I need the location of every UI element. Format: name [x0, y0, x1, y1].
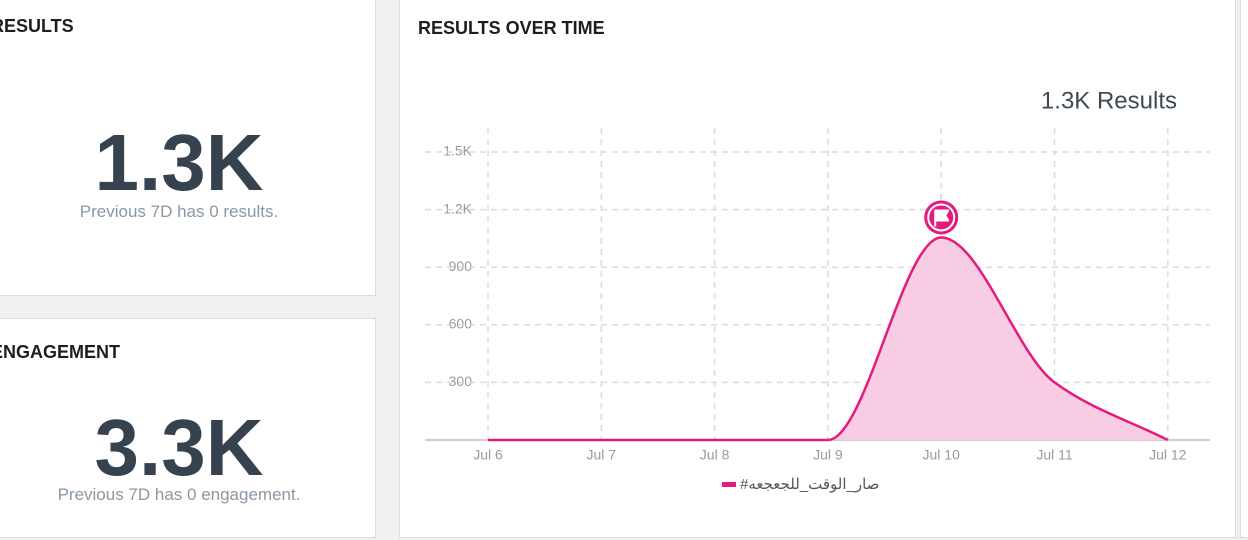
chart-annotation: 1.3K Results	[1041, 87, 1177, 114]
metric-note: Previous 7D has 0 engagement.	[57, 485, 301, 504]
x-tick-label: Jul 11	[1036, 447, 1073, 463]
marker-inner	[927, 203, 956, 232]
chart-card: RESULTS OVER TIME	[399, 0, 1236, 538]
annotation-marker	[924, 200, 959, 235]
next-card	[1240, 0, 1248, 538]
metric-value: 1.3K	[94, 118, 264, 207]
x-tick-label: Jul 12	[1149, 447, 1187, 463]
card-title: RESULTS	[0, 16, 74, 36]
metric-value: 3.3K	[94, 403, 264, 492]
engagement-card: ENGAGEMENT 3.3K Previous 7D has 0 engage…	[0, 318, 376, 538]
y-tick-label: 900	[449, 258, 473, 274]
results-card: RESULTS 1.3K Previous 7D has 0 results.	[0, 0, 376, 296]
metric-note: Previous 7D has 0 results.	[79, 202, 279, 221]
y-tick-label: 300	[449, 373, 473, 389]
x-tick-label: Jul 8	[700, 447, 730, 463]
y-tick-label: 1.2K	[443, 200, 472, 216]
y-tick-label: 1.5K	[443, 143, 472, 159]
card-title: ENGAGEMENT	[0, 342, 121, 362]
marker-flag	[934, 209, 950, 227]
area	[488, 237, 1168, 440]
x-tick-label: Jul 7	[587, 447, 617, 463]
y-tick-label: 600	[449, 316, 473, 332]
legend-swatch	[722, 482, 736, 487]
legend-label: #صار_الوقت_للجعجعه	[740, 476, 879, 493]
x-tick-label: Jul 10	[923, 447, 961, 463]
x-tick-label: Jul 9	[813, 447, 843, 463]
card-title: RESULTS OVER TIME	[418, 18, 605, 38]
x-tick-label: Jul 6	[473, 447, 503, 463]
line	[488, 236, 1169, 442]
